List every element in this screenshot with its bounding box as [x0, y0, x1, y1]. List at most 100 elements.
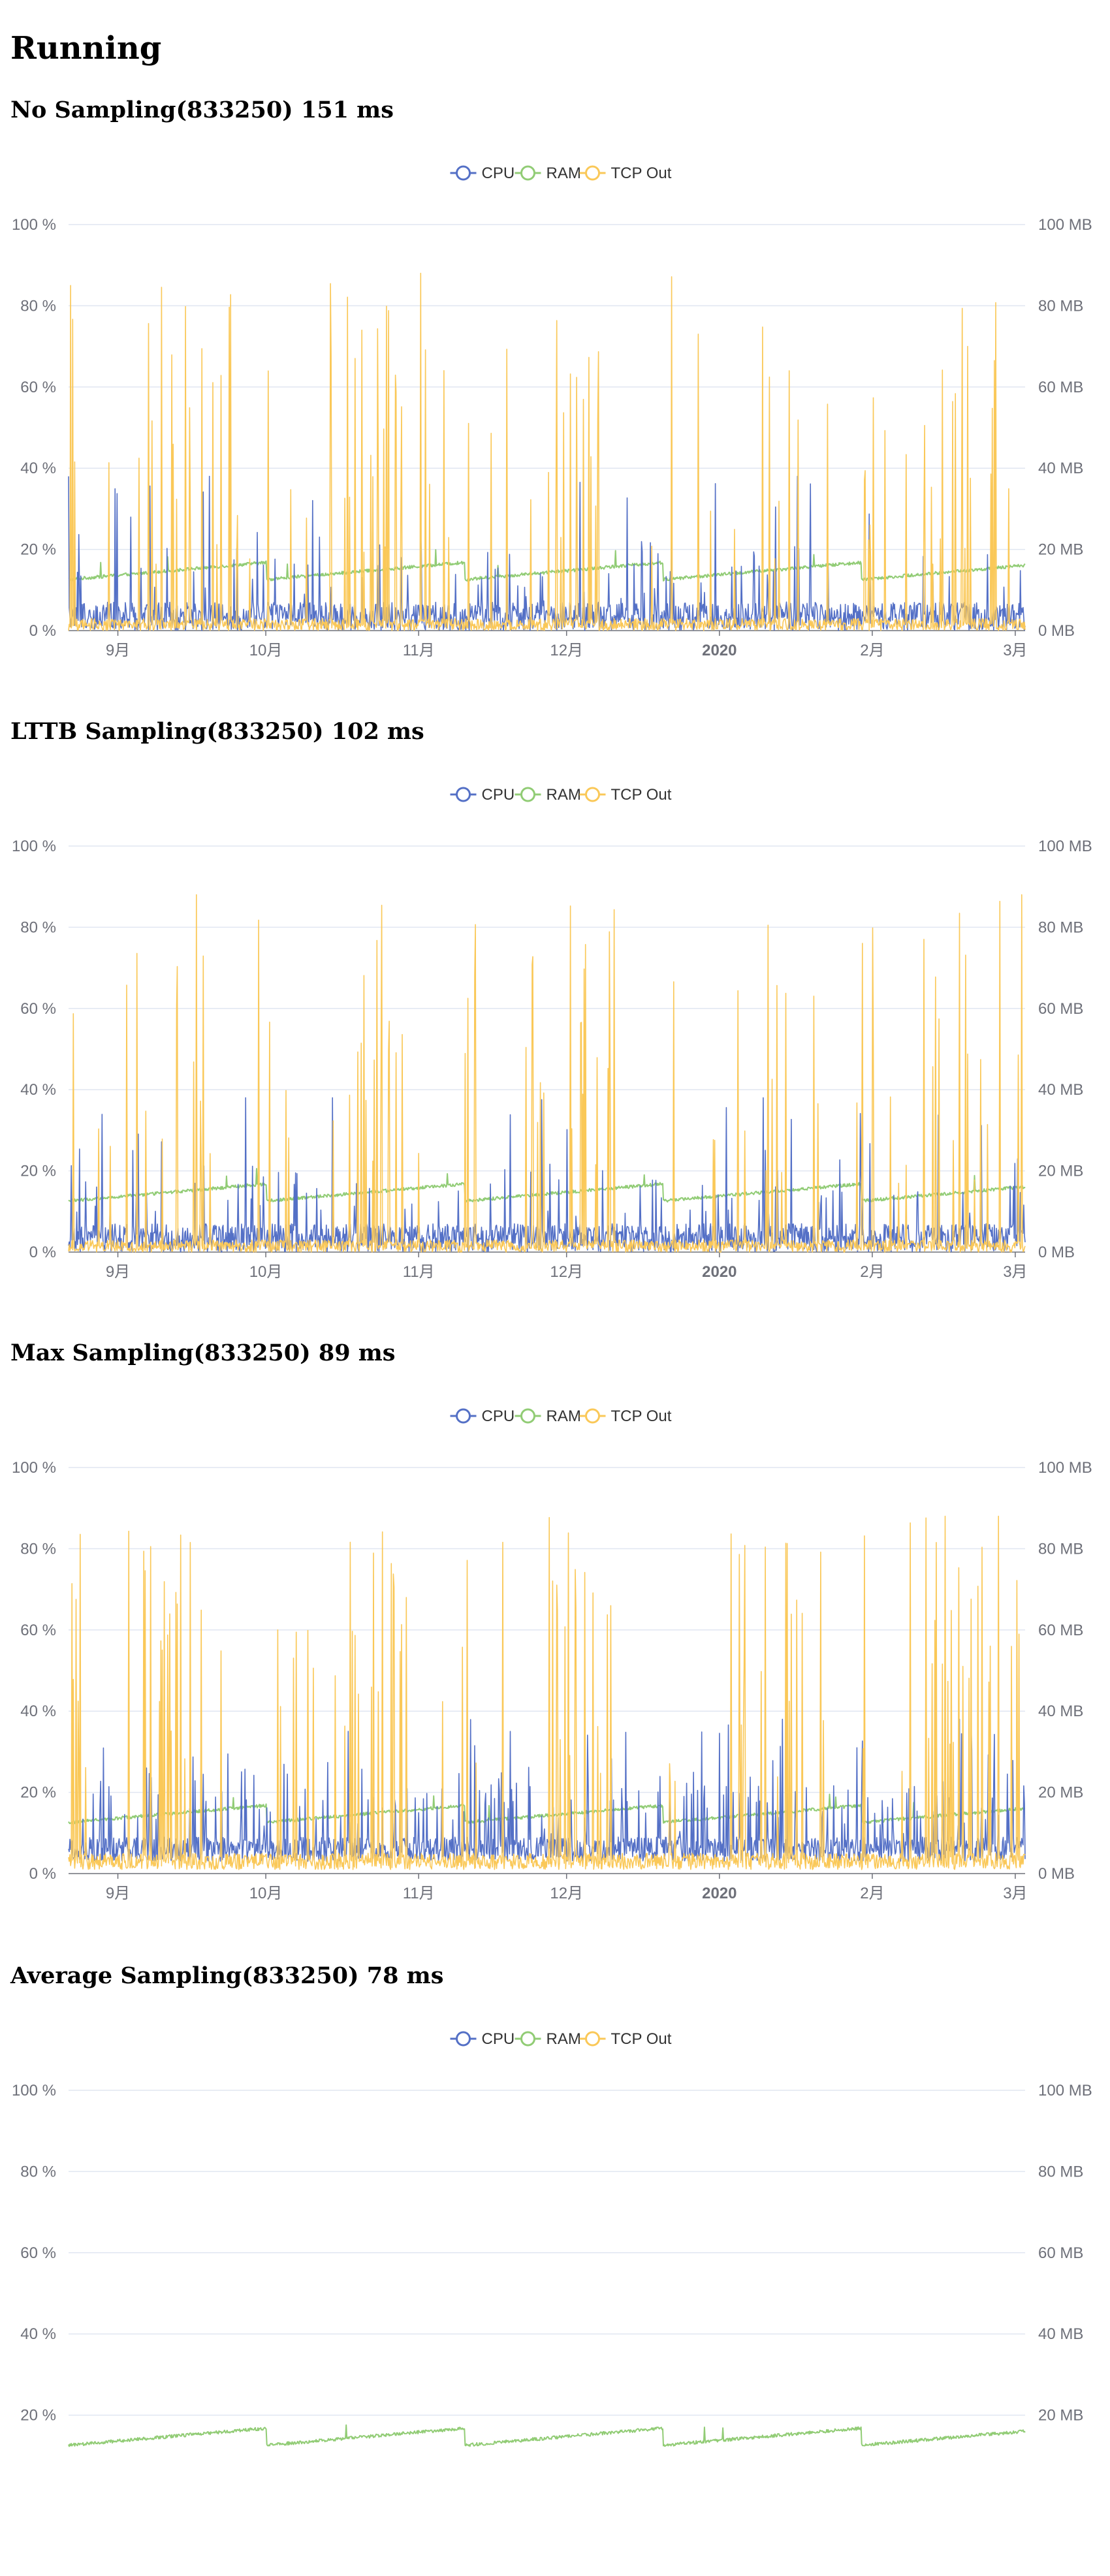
x-tick-label: 2020: [702, 1885, 737, 1901]
y-tick-label-left: 0 %: [29, 1244, 56, 1261]
chart-section-max-sampling: Max Sampling(833250) 89 ms CPU RAM TCP Out…: [0, 1340, 1110, 1953]
chart-title: Max Sampling(833250) 89 ms: [10, 1340, 396, 1366]
y-tick-label-left: 60 %: [20, 379, 56, 396]
y-tick-label-right: 0 MB: [1038, 1865, 1075, 1883]
legend-label: CPU: [482, 786, 515, 804]
y-tick-label-right: 100 MB: [1038, 838, 1092, 855]
legend-item-tcp-out: TCP Out: [579, 786, 672, 804]
legend-marker: [456, 1408, 471, 1424]
legend-marker: [520, 1408, 535, 1424]
legend-marker: [585, 165, 600, 181]
legend-label: RAM: [547, 165, 581, 182]
y-tick-label-right: 20 MB: [1038, 541, 1083, 559]
x-tick-label: 10月: [249, 1263, 283, 1280]
y-tick-label-right: 20 MB: [1038, 1784, 1083, 1802]
legend-label: CPU: [482, 165, 515, 182]
legend-item-ram: RAM: [515, 786, 581, 804]
legend-label: TCP Out: [611, 165, 672, 182]
chart-section-no-sampling: No Sampling(833250) 151 ms CPU RAM TCP Out…: [0, 97, 1110, 710]
legend: CPU RAM TCP Out: [450, 2030, 672, 2048]
y-tick-label-left: 40 %: [20, 1703, 56, 1720]
legend-marker: [585, 2031, 600, 2047]
series-line-cpu: [68, 1097, 1026, 1253]
legend-item-cpu: CPU: [450, 2030, 515, 2048]
y-tick-label-left: 20 %: [20, 541, 56, 559]
x-tick-label: 2020: [702, 1263, 737, 1280]
chart-title: No Sampling(833250) 151 ms: [10, 97, 394, 123]
y-tick-label-left: 80 %: [20, 297, 56, 315]
page-title: Running: [10, 30, 162, 67]
x-tick-label: 2月: [860, 1263, 884, 1280]
y-tick-label-left: 100 %: [12, 1459, 56, 1477]
x-tick-label: 3月: [1003, 1885, 1027, 1901]
x-tick-label: 2020: [702, 642, 737, 658]
y-tick-label-right: 20 MB: [1038, 2407, 1083, 2425]
y-tick-label-left: 20 %: [20, 1163, 56, 1180]
legend-label: TCP Out: [611, 2030, 672, 2048]
y-tick-label-right: 60 MB: [1038, 2244, 1083, 2262]
legend-item-tcp-out: TCP Out: [579, 165, 672, 182]
legend-marker: [456, 2031, 471, 2047]
legend-label: CPU: [482, 1407, 515, 1425]
y-tick-label-right: 60 MB: [1038, 379, 1083, 396]
chart-max-sampling: CPU RAM TCP Out 0 % 0 MB 20 % 20 MB 40 % 40 MB 60…: [12, 1407, 1092, 1901]
legend-label: RAM: [547, 1407, 581, 1425]
y-tick-label-left: 40 %: [20, 1081, 56, 1099]
y-tick-label-right: 20 MB: [1038, 1163, 1083, 1180]
x-tick-label: 9月: [106, 1885, 130, 1901]
series-line-ram: [68, 1168, 1026, 1203]
series-line-cpu: [68, 1718, 1026, 1862]
legend-label: RAM: [547, 786, 581, 804]
legend-label: CPU: [482, 2030, 515, 2048]
legend-marker: [456, 787, 471, 802]
y-tick-label-right: 100 MB: [1038, 2082, 1092, 2099]
chart-title: LTTB Sampling(833250) 102 ms: [10, 718, 424, 745]
y-tick-label-right: 40 MB: [1038, 1081, 1083, 1099]
chart-lttb-sampling: CPU RAM TCP Out 0 % 0 MB 20 % 20 MB 40 % 40 MB 60…: [12, 786, 1092, 1280]
y-tick-label-right: 80 MB: [1038, 2163, 1083, 2180]
legend-marker: [520, 165, 535, 181]
legend-marker: [456, 165, 471, 181]
y-tick-label-right: 40 MB: [1038, 460, 1083, 477]
legend-label: RAM: [547, 2030, 581, 2048]
series-line-tcp-out: [68, 272, 1026, 631]
legend-item-cpu: CPU: [450, 786, 515, 804]
x-tick-label: 11月: [403, 1885, 435, 1901]
legend: CPU RAM TCP Out: [450, 786, 672, 804]
y-tick-label-left: 20 %: [20, 2407, 56, 2425]
legend: CPU RAM TCP Out: [450, 1407, 672, 1425]
x-tick-label: 12月: [550, 1263, 583, 1280]
y-tick-label-left: 80 %: [20, 1540, 56, 1558]
legend-item-tcp-out: TCP Out: [579, 2030, 672, 2048]
y-tick-label-right: 40 MB: [1038, 1703, 1083, 1720]
legend-item-cpu: CPU: [450, 1407, 515, 1425]
x-tick-label: 3月: [1003, 642, 1027, 658]
y-tick-label-left: 80 %: [20, 919, 56, 936]
legend-item-ram: RAM: [515, 165, 581, 182]
x-tick-label: 3月: [1003, 1263, 1027, 1280]
chart-section-lttb-sampling: LTTB Sampling(833250) 102 ms CPU RAM TCP O…: [0, 718, 1110, 1332]
y-tick-label-right: 40 MB: [1038, 2325, 1083, 2343]
y-tick-label-right: 100 MB: [1038, 216, 1092, 234]
legend-label: TCP Out: [611, 1407, 672, 1425]
legend-marker: [585, 787, 600, 802]
legend-item-cpu: CPU: [450, 165, 515, 182]
y-tick-label-left: 40 %: [20, 2325, 56, 2343]
x-tick-label: 10月: [249, 1885, 283, 1901]
series-line-tcp-out: [68, 894, 1026, 1253]
y-tick-label-right: 0 MB: [1038, 1244, 1075, 1261]
legend: CPU RAM TCP Out: [450, 165, 672, 182]
y-tick-label-right: 80 MB: [1038, 297, 1083, 315]
y-tick-label-left: 100 %: [12, 2082, 56, 2099]
x-tick-label: 12月: [550, 642, 583, 658]
y-tick-label-right: 0 MB: [1038, 622, 1075, 640]
x-tick-label: 10月: [249, 642, 283, 658]
series-line-ram: [68, 2424, 1026, 2447]
x-tick-label: 11月: [403, 1263, 435, 1280]
x-tick-label: 9月: [106, 642, 130, 658]
y-tick-label-left: 60 %: [20, 1622, 56, 1639]
x-tick-label: 12月: [550, 1885, 583, 1901]
legend-item-ram: RAM: [515, 2030, 581, 2048]
y-tick-label-left: 0 %: [29, 1865, 56, 1883]
